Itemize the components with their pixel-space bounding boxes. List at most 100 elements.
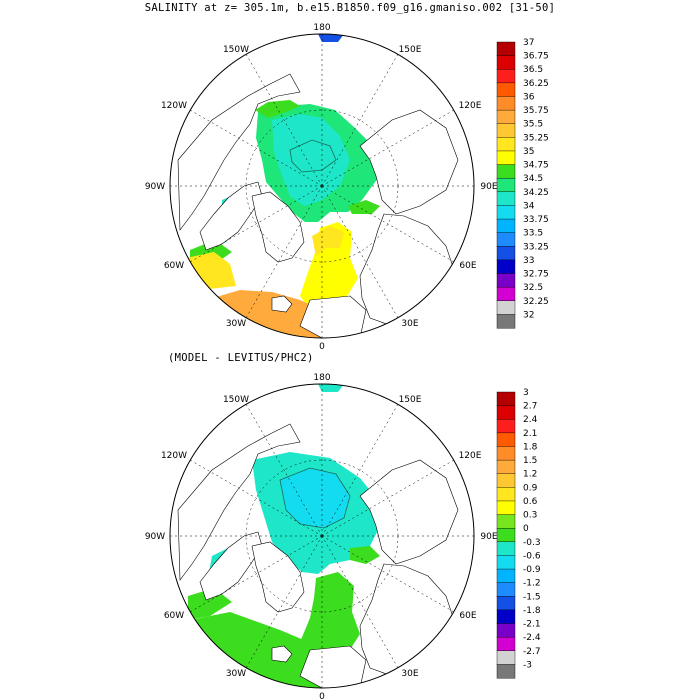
colorbar-label: 32.75 [523, 270, 549, 280]
diff-meridian-grid [170, 384, 474, 688]
colorbar-label: -0.9 [523, 565, 541, 575]
lon-label-60e: 60E [459, 261, 476, 271]
diff-lon-label-30w: 30W [226, 669, 246, 679]
map-boundary [169, 33, 475, 339]
colorbar-swatch [496, 218, 516, 234]
colorbar-label: 36.25 [523, 79, 549, 89]
colorbar-label: 34 [523, 201, 535, 211]
colorbar-label: 0.6 [523, 497, 538, 507]
lon-label-30w: 30W [226, 319, 246, 329]
difference-map-panel: 180 0 150W 150E 120W 120E 90W 90E 60W 60… [145, 373, 541, 700]
colorbar-label: -1.5 [523, 592, 541, 602]
colorbar-label: 1.8 [523, 442, 538, 452]
colorbar-swatch [496, 596, 516, 611]
lon-label-bottom: 0 [319, 342, 325, 350]
diff-lon-label-120w: 120W [161, 451, 187, 461]
diff-lon-label-90e: 90E [480, 532, 497, 542]
diff-region-top-patch [318, 384, 344, 392]
region-blue-patch [318, 34, 344, 42]
diff-lon-label-30e: 30E [401, 669, 418, 679]
region-nordic-yellow-2 [312, 226, 344, 256]
colorbar-swatch [496, 650, 516, 665]
diff-region-nordic [300, 572, 360, 666]
colorbar-swatch [496, 123, 516, 138]
colorbar-swatch [496, 514, 516, 529]
lon-label-120e: 120E [459, 101, 482, 111]
lon-label-90e: 90E [480, 182, 497, 192]
colorbar-label: -2.4 [523, 633, 541, 643]
colorbar-label: -1.2 [523, 579, 541, 589]
colorbar-swatch [496, 137, 516, 152]
colorbar-label: 2.4 [523, 415, 538, 425]
lon-label-60w: 60W [164, 261, 184, 271]
diff-region-arctic-core [279, 467, 351, 529]
colorbar-label: 0.3 [523, 511, 537, 521]
colorbar-swatch [496, 82, 516, 97]
colorbar-label: 35 [523, 147, 534, 157]
lon-label-90w: 90W [145, 182, 165, 192]
colorbar-swatch [496, 446, 516, 461]
diff-lon-label-60e: 60E [459, 611, 476, 621]
salinity-field [177, 34, 459, 338]
colorbar-swatch [496, 623, 516, 638]
colorbar-label: 0.9 [523, 483, 538, 493]
colorbar-label: 2.1 [523, 429, 537, 439]
colorbar-swatch [496, 109, 516, 125]
diff-lon-label-120e: 120E [459, 451, 482, 461]
colorbar-swatch [496, 419, 516, 434]
colorbar-label: -0.6 [523, 551, 541, 561]
colorbar-swatch [496, 259, 516, 275]
colorbar-swatch [496, 664, 516, 679]
colorbar-label: 3 [523, 388, 529, 398]
colorbar-swatch [496, 246, 516, 261]
colorbar-label: -2.1 [523, 620, 541, 630]
colorbar-swatch [496, 273, 516, 288]
colorbar-swatch [496, 459, 516, 475]
colorbar-label: 36.75 [523, 52, 549, 62]
diff-lon-label-bottom: 0 [319, 692, 325, 700]
colorbar-swatch [496, 164, 516, 179]
diff-lon-label-top: 180 [313, 373, 330, 383]
colorbar-label: -3 [523, 660, 532, 670]
diff-lon-label-150w: 150W [223, 395, 249, 405]
colorbar-swatch [496, 473, 516, 488]
colorbar-label: 32 [523, 310, 534, 320]
colorbar-swatch [496, 636, 516, 652]
colorbar-swatch [496, 609, 516, 625]
colorbar-label: 34.25 [523, 188, 549, 198]
colorbar-label: 35.25 [523, 133, 549, 143]
colorbar-label: 33.25 [523, 242, 549, 252]
lon-label-30e: 30E [401, 319, 418, 329]
colorbar-swatch [496, 96, 516, 111]
diff-lon-label-90w: 90W [145, 532, 165, 542]
colorbar-swatch [496, 300, 516, 315]
diff-region-green-fringe [350, 546, 380, 564]
colorbar-label: 34.5 [523, 174, 543, 184]
colorbar-label: -1.8 [523, 606, 541, 616]
colorbar-label: 36 [523, 92, 535, 102]
salinity-map-panel: 180 0 150W 150E 120W 120E 90W 90E 60W 60… [145, 23, 549, 350]
lon-label-150w: 150W [223, 45, 249, 55]
colorbar-label: 1.2 [523, 470, 537, 480]
colorbar-label: 33.5 [523, 229, 543, 239]
colorbar-label: 32.5 [523, 283, 543, 293]
lon-label-150e: 150E [399, 45, 422, 55]
colorbar-swatch [496, 286, 516, 302]
lon-label-120w: 120W [161, 101, 187, 111]
colorbar-swatch [496, 391, 516, 407]
colorbar-swatch [496, 205, 516, 220]
diff-map-boundary [169, 383, 475, 689]
region-green-fringe-1 [255, 100, 300, 118]
diff-region-labrador [188, 588, 232, 620]
colorbar-label: 33 [523, 256, 534, 266]
colorbar-swatch [496, 69, 516, 84]
colorbar-swatch [496, 568, 516, 584]
colorbar-label: 0 [523, 524, 529, 534]
colorbar-swatch [496, 541, 516, 556]
colorbar-label: 34.75 [523, 161, 549, 171]
meridian-grid [170, 34, 474, 338]
plot-subtitle: (MODEL - LEVITUS/PHC2) [168, 352, 314, 364]
colorbar-swatch [496, 41, 516, 57]
colorbar-swatch [496, 555, 516, 570]
colorbar-swatch [496, 405, 516, 420]
